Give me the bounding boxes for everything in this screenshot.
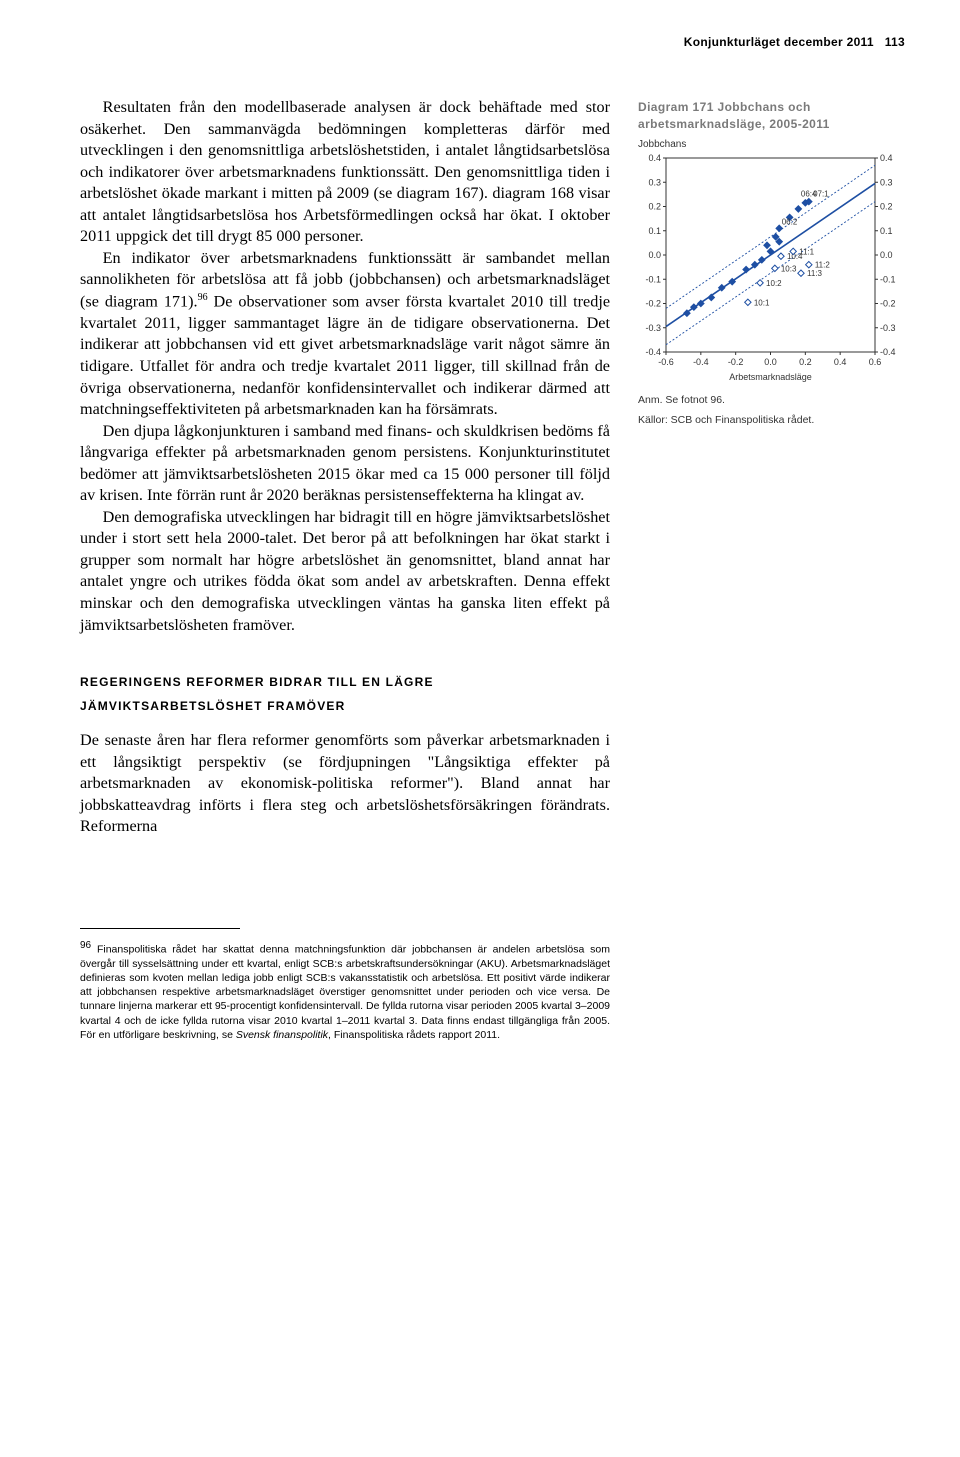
svg-text:11:1: 11:1 <box>799 247 815 256</box>
footnote-em: Svensk finanspolitik <box>236 1029 328 1041</box>
svg-text:-0.4: -0.4 <box>880 347 896 357</box>
svg-text:0.2: 0.2 <box>648 201 661 211</box>
svg-text:-0.4: -0.4 <box>693 357 709 367</box>
side-column: Diagram 171 Jobbchans och arbetsmarknads… <box>638 97 905 427</box>
svg-text:10:3: 10:3 <box>781 264 797 273</box>
chart-note: Anm. Se fotnot 96. <box>638 393 905 407</box>
body-paragraph: De senaste åren har flera reformer genom… <box>80 730 610 838</box>
p3-text: Den djupa lågkonjunkturen i samband med … <box>80 422 610 505</box>
y-axis-label: Jobbchans <box>638 139 905 150</box>
body-paragraph: En indikator över arbetsmarknadens funkt… <box>80 248 610 421</box>
svg-text:0.0: 0.0 <box>648 250 661 260</box>
svg-text:06:2: 06:2 <box>782 217 798 226</box>
content-columns: Resultaten från den modellbaserade analy… <box>80 97 905 1053</box>
p2b-text: De observationer som avser första kvarta… <box>80 292 610 418</box>
p1-text: Resultaten från den modellbaserade analy… <box>80 98 610 245</box>
running-head: Konjunkturläget december 2011 113 <box>80 35 905 49</box>
main-column: Resultaten från den modellbaserade analy… <box>80 97 610 1053</box>
svg-text:-0.1: -0.1 <box>880 274 896 284</box>
chart-sources: Källor: SCB och Finanspolitiska rådet. <box>638 413 905 427</box>
footnote-body: Finanspolitiska rådet har skattat denna … <box>80 944 610 1041</box>
svg-text:0.0: 0.0 <box>880 250 893 260</box>
page: Konjunkturläget december 2011 113 Result… <box>0 0 960 1457</box>
svg-text:0.3: 0.3 <box>648 177 661 187</box>
footnote-num: 96 <box>80 940 91 951</box>
svg-text:0.2: 0.2 <box>880 201 893 211</box>
svg-text:-0.3: -0.3 <box>645 322 661 332</box>
p4-text: Den demografiska utvecklingen har bidrag… <box>80 508 610 634</box>
svg-text:0.0: 0.0 <box>764 357 777 367</box>
svg-text:-0.6: -0.6 <box>658 357 674 367</box>
svg-text:10:1: 10:1 <box>754 298 770 307</box>
chart-wrap: -0.4 -0.4 -0.3 -0.3 -0.2 -0.2 -0.1 -0.1 0.0 0.0 0.… <box>638 152 903 387</box>
svg-text:10:2: 10:2 <box>766 278 782 287</box>
section-subhead: REGERINGENS REFORMER BIDRAR TILL EN LÄGR… <box>80 670 610 718</box>
svg-text:0.4: 0.4 <box>880 153 893 163</box>
svg-text:0.3: 0.3 <box>880 177 893 187</box>
svg-text:-0.2: -0.2 <box>880 298 896 308</box>
footnote-tail: , Finanspolitiska rådets rapport 2011. <box>328 1029 500 1041</box>
body-paragraph: Den demografiska utvecklingen har bidrag… <box>80 507 610 636</box>
svg-text:0.6: 0.6 <box>869 357 882 367</box>
svg-text:0.4: 0.4 <box>834 357 847 367</box>
svg-text:0.2: 0.2 <box>799 357 812 367</box>
svg-text:-0.2: -0.2 <box>645 298 661 308</box>
svg-text:-0.1: -0.1 <box>645 274 661 284</box>
p5-text: De senaste åren har flera reformer genom… <box>80 731 610 835</box>
svg-text:-0.2: -0.2 <box>728 357 744 367</box>
footnote: 96 Finanspolitiska rådet har skattat den… <box>80 939 610 1042</box>
footnote-ref: 96 <box>198 292 208 303</box>
svg-text:-0.4: -0.4 <box>645 347 661 357</box>
svg-text:07:1: 07:1 <box>813 189 829 198</box>
svg-text:11:3: 11:3 <box>807 269 823 278</box>
body-paragraph: Den djupa lågkonjunkturen i samband med … <box>80 421 610 507</box>
svg-text:-0.3: -0.3 <box>880 322 896 332</box>
svg-text:0.1: 0.1 <box>880 225 893 235</box>
chart-title: Diagram 171 Jobbchans och arbetsmarknads… <box>638 99 905 133</box>
body-paragraph: Resultaten från den modellbaserade analy… <box>80 97 610 248</box>
svg-text:0.4: 0.4 <box>648 153 661 163</box>
svg-text:Arbetsmarknadsläge: Arbetsmarknadsläge <box>729 372 812 382</box>
svg-text:0.1: 0.1 <box>648 225 661 235</box>
footnote-rule <box>80 928 240 929</box>
scatter-chart: -0.4 -0.4 -0.3 -0.3 -0.2 -0.2 -0.1 -0.1 0.0 0.0 0.… <box>638 152 903 387</box>
